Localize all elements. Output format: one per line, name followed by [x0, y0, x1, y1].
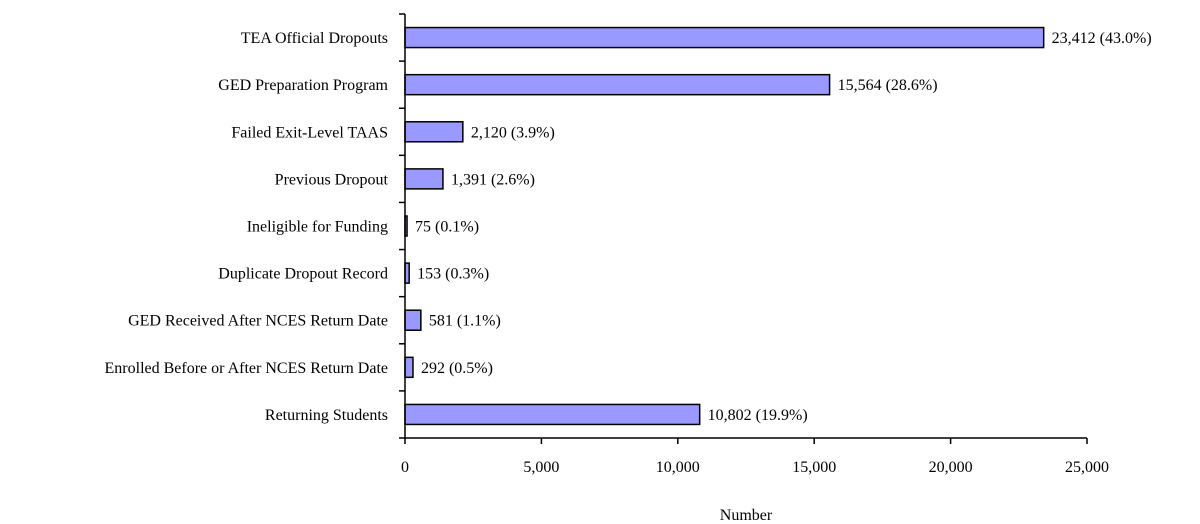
bars-group: 23,412 (43.0%) 15,564 (28.6%) 2,120 (3.9%)…: [404, 26, 1152, 426]
bar-7: [404, 356, 414, 379]
data-label-6: 581 (1.1%): [429, 313, 501, 330]
x-tick-label-4: 20,000: [929, 459, 973, 476]
data-label-0: 23,412 (43.0%): [1052, 30, 1152, 47]
category-label-3: Previous Dropout: [275, 171, 389, 188]
data-label-2: 2,120 (3.9%): [471, 124, 555, 141]
category-label-0: TEA Official Dropouts: [241, 30, 388, 47]
x-tick-label-3: 15,000: [792, 459, 836, 476]
category-label-2: Failed Exit-Level TAAS: [231, 124, 388, 141]
data-label-4: 75 (0.1%): [415, 219, 479, 236]
bar-8: [404, 403, 701, 426]
bar-6: [404, 309, 422, 331]
bar-2: [404, 121, 464, 143]
data-label-3: 1,391 (2.6%): [451, 171, 535, 188]
category-label-4: Ineligible for Funding: [247, 219, 388, 236]
x-tick-label-2: 10,000: [656, 459, 700, 476]
data-label-7: 292 (0.5%): [421, 360, 493, 377]
bar-0: [404, 26, 1045, 49]
category-label-8: Returning Students: [265, 407, 388, 424]
x-tick-label-0: 0: [401, 459, 409, 476]
category-label-1: GED Preparation Program: [218, 77, 388, 94]
x-tick-label-5: 25,000: [1065, 459, 1109, 476]
category-label-7: Enrolled Before or After NCES Return Dat…: [105, 360, 388, 377]
x-tick-label-1: 5,000: [523, 459, 559, 476]
data-label-8: 10,802 (19.9%): [708, 407, 808, 424]
data-label-5: 153 (0.3%): [417, 266, 489, 283]
bar-1: [404, 73, 831, 96]
bar-3: [404, 168, 444, 190]
category-label-5: Duplicate Dropout Record: [218, 266, 388, 283]
x-axis-title: Number: [720, 507, 773, 524]
data-label-1: 15,564 (28.6%): [838, 77, 938, 94]
category-label-6: GED Received After NCES Return Date: [128, 313, 388, 330]
axes-group: TEA Official Dropouts GED Preparation Pro…: [105, 13, 1109, 476]
